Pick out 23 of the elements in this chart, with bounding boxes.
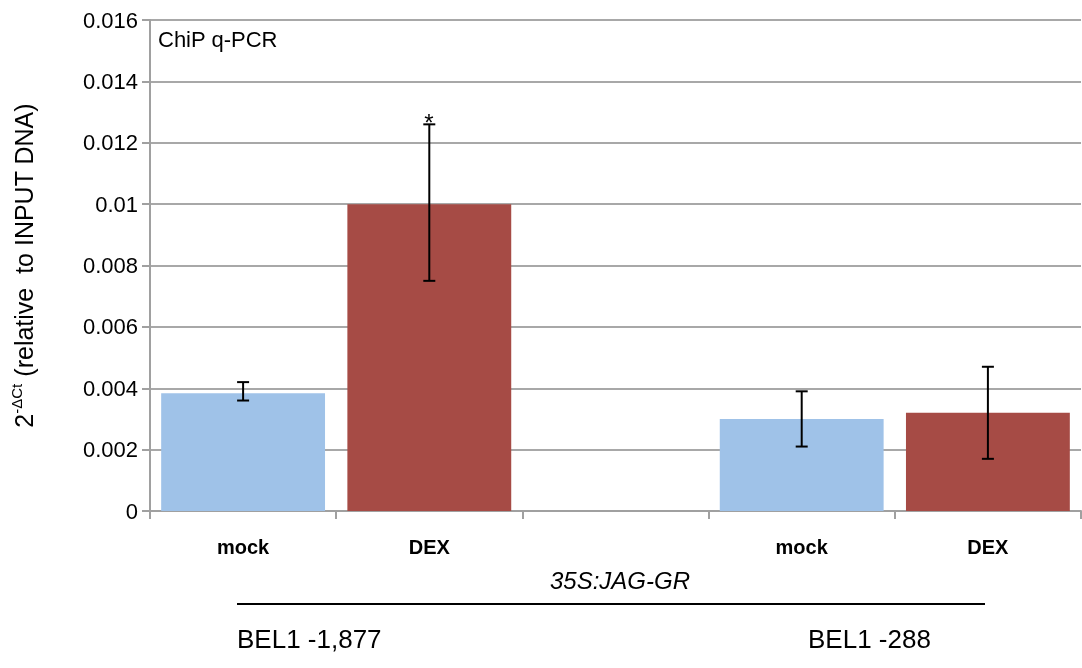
bar — [347, 204, 512, 511]
bar — [719, 418, 884, 511]
annotation: ChiP q-PCR — [158, 26, 278, 52]
y-tick-label: 0.002 — [82, 437, 138, 463]
y-tick-label: 0.01 — [95, 191, 138, 217]
y-tick-label: 0.006 — [82, 314, 138, 340]
y-tick-label: 0.016 — [82, 7, 138, 33]
x-tick-label: mock — [775, 536, 829, 558]
x-tick-label: mock — [216, 536, 271, 558]
y-tick-label: 0.014 — [82, 68, 138, 94]
text: 35S:JAG-GR — [549, 566, 691, 594]
annotation: * — [424, 108, 434, 136]
y-tick-label: 0.004 — [82, 375, 138, 401]
text: BEL1 -1,877 — [237, 624, 382, 654]
y-tick-label: 0.012 — [82, 130, 138, 156]
x-tick-label: DEX — [967, 536, 1010, 558]
bar — [161, 393, 326, 511]
y-axis-title: 2-ΔCt (relative to INPUT DNA) — [8, 103, 38, 428]
y-tick-label: 0.008 — [82, 253, 138, 278]
y-tick-label: 0 — [125, 498, 138, 524]
text: BEL1 -288 — [808, 624, 931, 654]
x-tick-label: DEX — [408, 536, 451, 558]
bar — [905, 412, 1070, 511]
